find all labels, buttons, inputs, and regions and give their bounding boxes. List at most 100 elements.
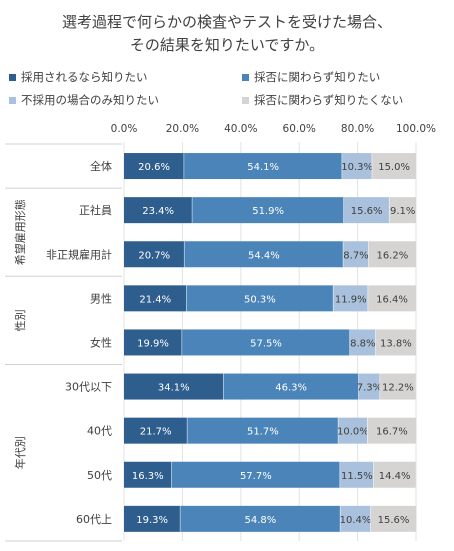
data-label: 54.1% [247, 162, 279, 173]
legend-label: 採否に関わらず知りたくない [254, 93, 403, 107]
data-label: 46.3% [275, 383, 307, 394]
bar-segment [171, 461, 341, 488]
data-label: 21.7% [140, 427, 172, 438]
bar-segment [124, 197, 193, 224]
data-label: 54.8% [244, 515, 276, 526]
bar-segment [367, 417, 417, 444]
bar-segment [373, 461, 416, 488]
legend-swatch [9, 97, 16, 104]
bar-segment [124, 505, 181, 532]
data-label: 15.0% [378, 162, 410, 173]
x-tick-label: 0.0% [111, 123, 138, 135]
chart-title-line: その結果を知りたいですか。 [130, 36, 324, 54]
bar-segment [333, 285, 369, 312]
data-label: 16.7% [376, 427, 408, 438]
bar-segment [124, 329, 183, 356]
legend-label: 採否に関わらず知りたい [254, 70, 380, 84]
data-label: 9.1% [390, 206, 415, 217]
data-label: 23.4% [142, 206, 174, 217]
data-label: 57.7% [240, 471, 272, 482]
bar-segment [368, 285, 416, 312]
category-label: 非正規雇用計 [46, 247, 112, 261]
x-tick-label: 100.0% [396, 123, 436, 135]
data-label: 15.6% [351, 206, 383, 217]
x-tick-label: 40.0% [224, 123, 257, 135]
bar-segment [358, 373, 381, 400]
category-label: 正社員 [79, 203, 112, 217]
data-label: 19.3% [136, 515, 168, 526]
category-label: 全体 [90, 159, 112, 173]
category-label: 50代 [87, 469, 112, 482]
bar-segment [124, 241, 185, 268]
data-label: 16.4% [376, 294, 408, 305]
bar-segment [182, 329, 351, 356]
data-label: 11.5% [341, 471, 373, 482]
bar-segment [340, 505, 371, 532]
legend-swatch [242, 74, 249, 81]
legend-label: 不採用の場合のみ知りたい [21, 93, 159, 107]
data-label: 16.3% [132, 471, 164, 482]
group-label: 年代別 [13, 436, 27, 469]
category-label: 40代 [87, 425, 112, 438]
data-label: 15.6% [378, 515, 410, 526]
bar-segment [124, 285, 187, 312]
data-label: 12.2% [382, 383, 414, 394]
data-label: 20.6% [138, 162, 170, 173]
bar-segment [187, 417, 339, 444]
bar-segment [370, 505, 417, 532]
data-label: 8.8% [350, 338, 375, 349]
bar-segment [343, 197, 390, 224]
data-label: 20.7% [138, 250, 170, 261]
data-label: 51.9% [252, 206, 284, 217]
data-label: 57.5% [250, 338, 282, 349]
bar-segment [380, 373, 416, 400]
bar-segment [375, 329, 416, 356]
bar-segment [343, 241, 369, 268]
category-label: 男性 [90, 291, 112, 305]
group-label: 希望雇用形態 [13, 199, 27, 265]
category-label: 30代以下 [65, 381, 112, 394]
bar-segment [192, 197, 344, 224]
bar-segment [124, 153, 185, 180]
data-label: 16.2% [376, 250, 408, 261]
bar-segment [184, 153, 343, 180]
data-label: 54.4% [248, 250, 280, 261]
legend-swatch [242, 97, 249, 104]
bar-segment [124, 461, 172, 488]
bar-segment [372, 153, 416, 180]
bar-segment [338, 417, 368, 444]
category-label: 女性 [90, 335, 112, 349]
bar-segment [124, 417, 188, 444]
bar-segment [350, 329, 376, 356]
bar-segment [389, 197, 416, 224]
data-label: 7.3% [357, 383, 382, 394]
x-tick-label: 20.0% [166, 123, 199, 135]
data-label: 19.9% [137, 338, 169, 349]
data-label: 8.7% [343, 250, 368, 261]
group-label: 性別 [13, 309, 27, 331]
data-label: 10.3% [341, 162, 373, 173]
legend-label: 採用されるなら知りたい [21, 70, 148, 84]
data-label: 21.4% [139, 294, 171, 305]
data-label: 11.9% [335, 294, 367, 305]
bar-segment [180, 505, 341, 532]
legend-swatch [9, 74, 16, 81]
data-label: 10.0% [337, 427, 369, 438]
data-label: 10.4% [340, 515, 372, 526]
bar-segment [368, 241, 416, 268]
chart-title-line: 選考過程で何らかの検査やテストを受けた場合、 [62, 13, 392, 31]
bar-segment [124, 373, 224, 400]
bar-segment [340, 461, 374, 488]
bar-segment [223, 373, 359, 400]
bar-segment [184, 241, 344, 268]
data-label: 51.7% [247, 427, 279, 438]
bar-segment [186, 285, 334, 312]
data-label: 14.4% [379, 471, 411, 482]
bar-segment [342, 153, 373, 180]
data-label: 13.8% [380, 338, 412, 349]
category-label: 60代上 [76, 513, 112, 526]
data-label: 50.3% [244, 294, 276, 305]
data-label: 34.1% [158, 383, 190, 394]
x-tick-label: 80.0% [341, 123, 374, 135]
